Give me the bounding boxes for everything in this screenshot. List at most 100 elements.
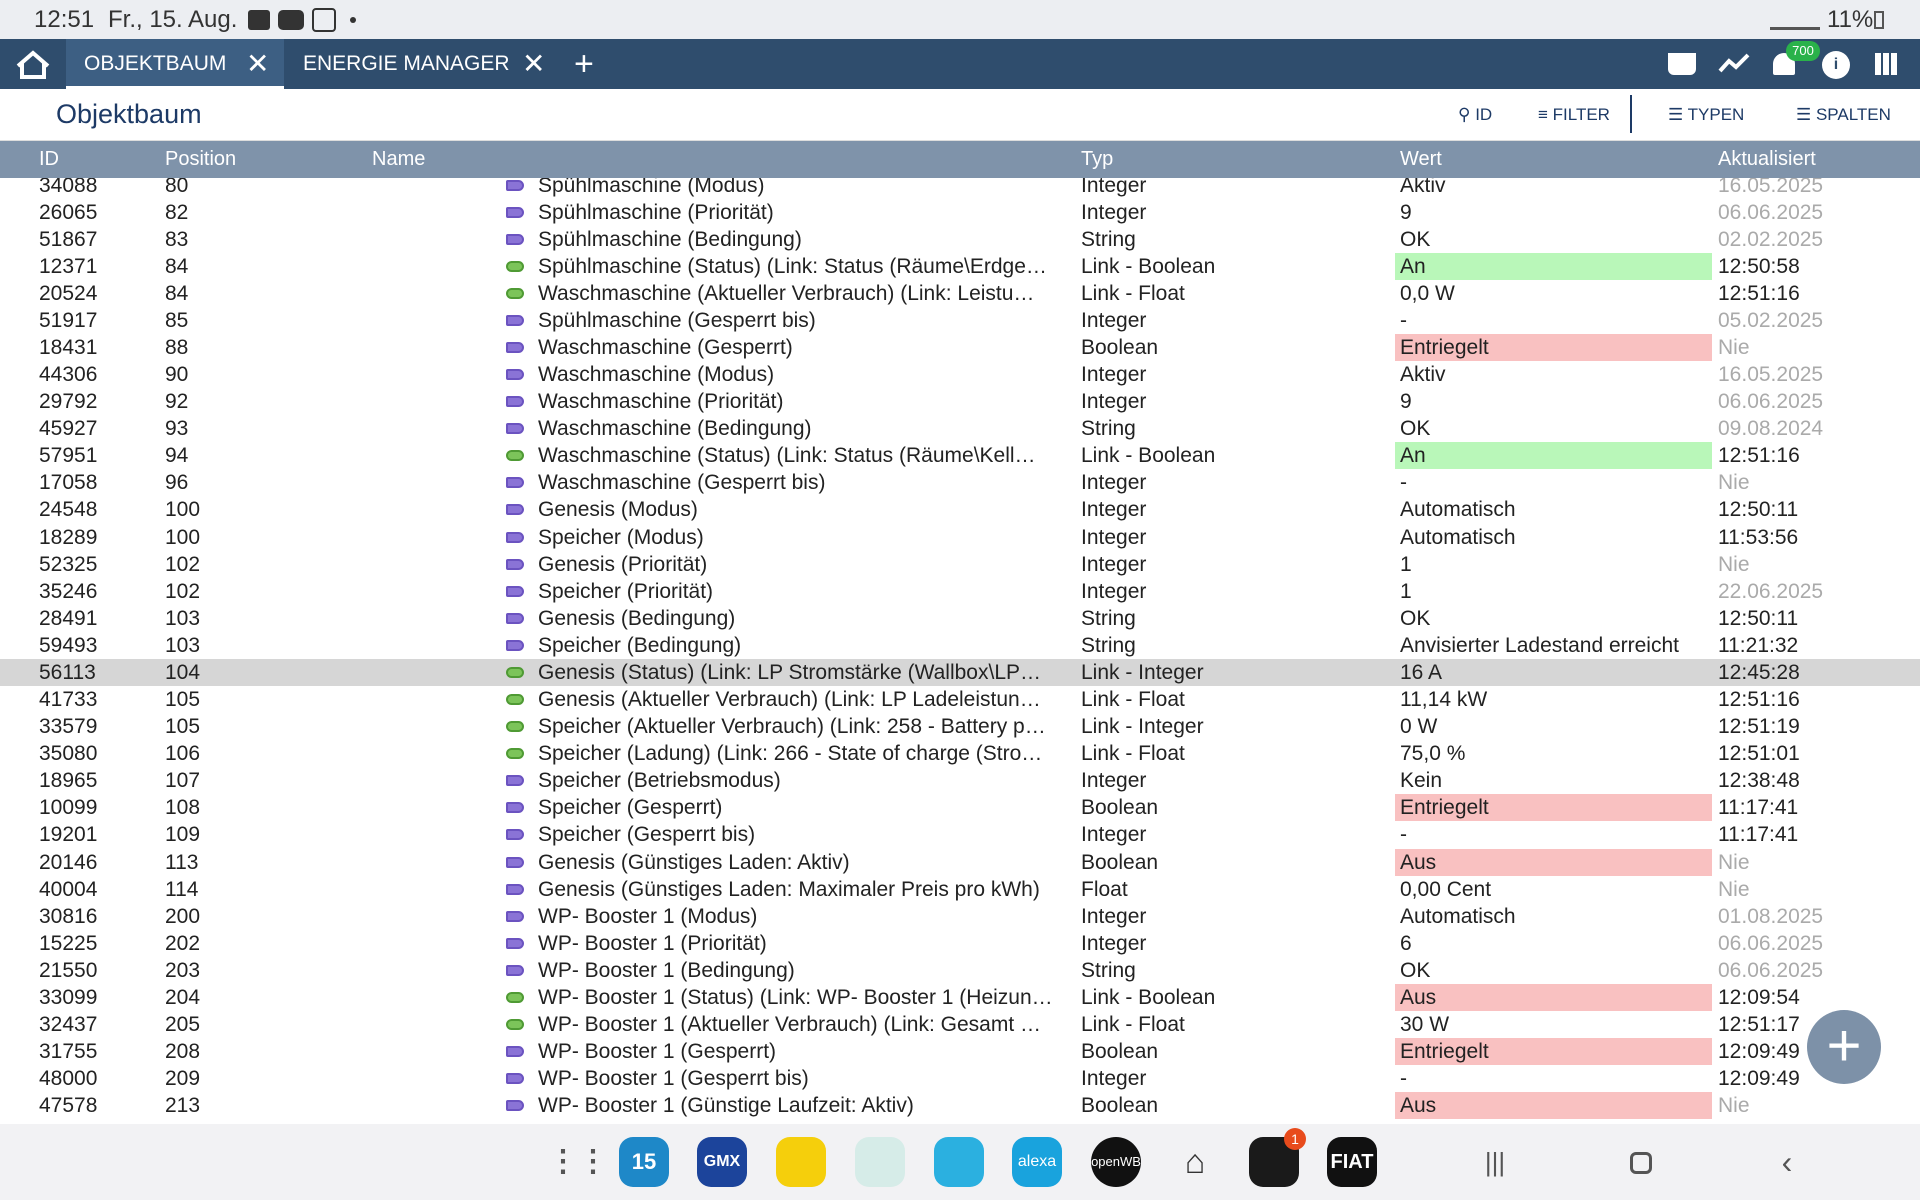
cell-type: Integer <box>1081 904 1147 928</box>
alexa-app[interactable]: alexa <box>1012 1137 1062 1187</box>
basket-icon[interactable] <box>1668 53 1696 75</box>
close-tab[interactable]: ✕ <box>522 48 546 79</box>
tab-label[interactable]: ENERGIE MANAGER <box>303 52 510 75</box>
cell-name: Spühlmaschine (Priorität) <box>538 200 774 224</box>
cell-id: 10099 <box>39 796 98 820</box>
cell-id: 18431 <box>39 335 98 359</box>
home-app[interactable]: ⌂ <box>1184 1143 1206 1181</box>
tool-label[interactable]: FILTER <box>1552 105 1610 124</box>
tab-bar: OBJEKTBAUM ✕ ENERGIE MANAGER ✕ + 700 i <box>0 39 1920 89</box>
table-row[interactable]: 52325 102 Genesis (Priorität) Integer 1 Nie <box>0 551 1920 578</box>
table-row[interactable]: 59493 103 Speicher (Bedingung) String Anvisi… <box>0 632 1920 659</box>
table-row[interactable]: 18431 88 Waschmaschine (Gesperrt) Boolean En… <box>0 333 1920 361</box>
cell-updated: 12:51:19 <box>1718 715 1800 739</box>
gmx-app[interactable]: GMX <box>697 1137 747 1187</box>
table-row[interactable]: 56113 104 Genesis (Status) (Link: LP Strom… <box>0 658 1920 686</box>
table-row[interactable]: 35246 102 Speicher (Priorität) Integer 1 22.0… <box>0 578 1920 605</box>
nav-back[interactable]: ‹ <box>1781 1144 1793 1180</box>
app[interactable] <box>855 1137 905 1187</box>
table-row[interactable]: 15225 202 WP- Booster 1 (Priorität) Integer… <box>0 930 1920 957</box>
nav-home[interactable] <box>1630 1152 1652 1174</box>
cell-name: Speicher (Aktueller Verbrauch) (Link: 25… <box>538 715 1046 739</box>
table-row[interactable]: 19201 109 Speicher (Gesperrt bis) Integer - 1… <box>0 821 1920 848</box>
table-row[interactable]: 48000 209 WP- Booster 1 (Gesperrt bis) Inte… <box>0 1065 1920 1092</box>
table-row[interactable]: 30816 200 WP- Booster 1 (Modus) Integer Auto… <box>0 903 1920 930</box>
info-icon[interactable]: i <box>1822 51 1850 79</box>
nav-recent[interactable]: ||| <box>1484 1147 1506 1177</box>
cell-position: 103 <box>165 606 201 630</box>
column-header: Aktualisiert <box>1718 148 1816 170</box>
table-row[interactable]: 12371 84 Spühlmaschine (Status) (Link: Sta… <box>0 252 1920 280</box>
close-tab[interactable]: ✕ <box>246 48 270 79</box>
cell-name: WP- Booster 1 (Modus) <box>538 904 758 928</box>
table-row[interactable]: 32437 205 WP- Booster 1 (Aktueller Verbrau… <box>0 1011 1920 1038</box>
column-header: Name <box>372 148 426 170</box>
cell-value: - <box>1400 471 1407 495</box>
tool-columns[interactable]: ☰ SPALTEN <box>1796 105 1891 124</box>
apps-icon[interactable] <box>1875 53 1897 75</box>
table-row[interactable]: 35080 106 Speicher (Ladung) (Link: 266 - S… <box>0 740 1920 767</box>
table-row[interactable]: 10099 108 Speicher (Gesperrt) Boolean Entrie… <box>0 794 1920 822</box>
cell-id: 26065 <box>39 200 98 224</box>
table-row[interactable]: 41733 105 Genesis (Aktueller Verbrauch) (L… <box>0 686 1920 713</box>
youtube-icon <box>278 10 304 30</box>
table-row[interactable]: 47578 213 WP- Booster 1 (Günstige Laufzeit… <box>0 1092 1920 1120</box>
table-row[interactable]: 18965 107 Speicher (Betriebsmodus) Integer K… <box>0 767 1920 794</box>
table-row[interactable]: 34088 80 Spühlmaschine (Modus) Integer Aktiv… <box>0 178 1920 199</box>
tool-types[interactable]: ☰ TYPEN <box>1668 105 1745 124</box>
table-row[interactable]: 20524 84 Waschmaschine (Aktueller Verbrauc… <box>0 280 1920 307</box>
cell-name: WP- Booster 1 (Gesperrt) <box>538 1040 777 1064</box>
cell-id: 28491 <box>39 606 98 630</box>
table-row[interactable]: 51867 83 Spühlmaschine (Bedingung) String OK… <box>0 226 1920 253</box>
add-tab[interactable]: + <box>574 45 594 83</box>
cell-value: Entriegelt <box>1400 1040 1489 1064</box>
table-row[interactable]: 57951 94 Waschmaschine (Status) (Link: Sta… <box>0 442 1920 470</box>
cell-type: Link - Boolean <box>1081 254 1216 278</box>
cell-id: 57951 <box>39 444 98 468</box>
date: Fr., 15. Aug. <box>108 6 238 33</box>
tool-id[interactable]: ⚲ ID <box>1458 105 1493 124</box>
table-row[interactable]: 33579 105 Speicher (Aktueller Verbrauch) (… <box>0 713 1920 740</box>
cell-value: Aus <box>1400 850 1437 874</box>
table-row[interactable]: 51917 85 Spühlmaschine (Gesperrt bis) Integ… <box>0 307 1920 334</box>
cell-id: 15225 <box>39 931 98 955</box>
tool-filter[interactable]: ≡ FILTER <box>1538 105 1610 124</box>
tag-icon <box>506 612 524 624</box>
home-button[interactable] <box>0 39 66 89</box>
cell-type: Integer <box>1081 525 1147 549</box>
table-row[interactable]: 28491 103 Genesis (Bedingung) String OK 12:50… <box>0 605 1920 632</box>
table-row[interactable]: 26065 82 Spühlmaschine (Priorität) Integer 9… <box>0 199 1920 226</box>
cell-value: 9 <box>1400 200 1412 224</box>
app-drawer[interactable]: ⋮⋮ <box>548 1145 608 1178</box>
bank-app[interactable] <box>776 1137 826 1187</box>
cell-position: 113 <box>165 850 199 874</box>
table-row[interactable]: 24548 100 Genesis (Modus) Integer Automatisc… <box>0 496 1920 523</box>
table-row[interactable]: 17058 96 Waschmaschine (Gesperrt bis) Integ… <box>0 469 1920 496</box>
table-row[interactable]: 29792 92 Waschmaschine (Priorität) Integer 9… <box>0 388 1920 415</box>
table-row[interactable]: 31755 208 WP- Booster 1 (Gesperrt) Boolean E… <box>0 1038 1920 1066</box>
table-row[interactable]: 18289 100 Speicher (Modus) Integer Automatis… <box>0 524 1920 551</box>
cell-type: Boolean <box>1081 335 1159 359</box>
openwb-app[interactable]: openWB <box>1091 1137 1141 1187</box>
table-row[interactable]: 21550 203 WP- Booster 1 (Bedingung) String O… <box>0 957 1920 984</box>
table-row[interactable]: 33099 204 WP- Booster 1 (Status) (Link: WP… <box>0 983 1920 1011</box>
cell-position: 103 <box>165 633 201 657</box>
chart-icon[interactable] <box>1718 51 1750 77</box>
tab-active[interactable] <box>66 39 284 89</box>
table-row[interactable]: 20146 113 Genesis (Günstiges Laden: Aktiv)… <box>0 848 1920 876</box>
cell-name: Genesis (Status) (Link: LP Stromstärke (… <box>538 660 1042 684</box>
table-row[interactable]: 44306 90 Waschmaschine (Modus) Integer Aktiv… <box>0 361 1920 388</box>
table-row[interactable]: 45927 93 Waschmaschine (Bedingung) String OK… <box>0 415 1920 442</box>
fiat-app[interactable]: FIAT <box>1327 1137 1377 1187</box>
tab-label[interactable]: OBJEKTBAUM <box>84 52 227 75</box>
tool-label[interactable]: SPALTEN <box>1815 105 1891 124</box>
cell-updated: 11:21:32 <box>1718 633 1799 657</box>
table-row[interactable]: 40004 114 Genesis (Günstiges Laden: Maxima… <box>0 876 1920 903</box>
tool-label[interactable]: TYPEN <box>1687 105 1745 124</box>
cell-updated: 12:09:54 <box>1718 985 1800 1009</box>
calendar-app[interactable]: 15 <box>619 1137 669 1187</box>
fab-add[interactable]: + <box>1807 1010 1881 1084</box>
energy-app[interactable] <box>934 1137 984 1187</box>
tool-label[interactable]: ID <box>1475 105 1493 124</box>
